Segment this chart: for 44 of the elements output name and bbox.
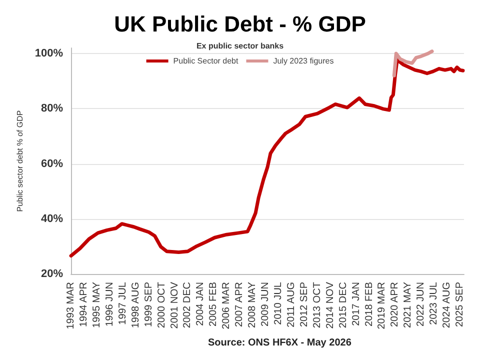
x-tick-label: 2002 DEC xyxy=(182,282,194,328)
x-tick-label: 2001 NOV xyxy=(169,282,180,329)
x-tick-label: 1994 APR xyxy=(78,282,90,328)
legend-label: Public Sector debt xyxy=(173,56,239,66)
x-tick-label: 2020 APR xyxy=(390,282,401,328)
y-tick-label: 60% xyxy=(41,158,64,170)
y-tick-label: 40% xyxy=(41,212,64,225)
x-tick-label: 2019 MAR xyxy=(376,282,388,330)
chart-subtitle: Ex public sector banks xyxy=(196,42,284,50)
x-tick-label: 2015 DEC xyxy=(338,282,349,328)
x-tick-label: 2006 MAR xyxy=(221,282,232,330)
legend-label: July 2023 figures xyxy=(273,56,334,66)
source-note: Source: ONS HF6X - May 2026 xyxy=(208,338,352,348)
x-tick-label: 2018 FEB xyxy=(364,282,375,326)
x-tick-label: 2014 NOV xyxy=(324,282,336,329)
y-axis-title: Public sector debt % of GDP xyxy=(16,110,24,212)
x-tick-label: 1993 MAR xyxy=(66,282,77,330)
chart-title: UK Public Debt - % GDP xyxy=(114,12,366,36)
x-tick-label: 2023 JUL xyxy=(428,282,440,325)
x-tick-label: 2024 AUG xyxy=(442,282,453,328)
x-tick-label: 2005 FEB xyxy=(208,282,220,326)
x-tick-label: 1996 JUN xyxy=(104,282,116,326)
y-tick-label: 80% xyxy=(41,102,64,115)
x-tick-label: 2017 JAN xyxy=(350,282,362,326)
x-tick-label: 2010 JUL xyxy=(272,282,284,325)
x-tick-label: 2008 MAY xyxy=(247,282,258,328)
x-tick-label: 2021 MAY xyxy=(402,282,414,328)
line-series xyxy=(69,58,465,258)
x-tick-label: 2004 JAN xyxy=(195,282,206,326)
x-tick-label: 1995 MAY xyxy=(91,282,102,328)
x-tick-label: 2009 JUN xyxy=(260,282,272,326)
x-tick-label: 1998 AUG xyxy=(130,282,142,328)
x-tick-label: 2011 AUG xyxy=(286,282,297,328)
x-tick-label: 2025 SEP xyxy=(454,282,466,328)
y-tick-label: 20% xyxy=(41,268,64,280)
x-tick-label: 2022 JUN xyxy=(416,282,427,326)
x-tick-label: 2000 OCT xyxy=(156,282,168,328)
x-tick-label: 1999 SEP xyxy=(143,282,154,328)
x-tick-label: 2013 OCT xyxy=(312,282,323,328)
y-tick-label: 100% xyxy=(34,48,64,60)
x-tick-label: 2007 APR xyxy=(234,282,246,328)
x-tick-label: 1997 JUL xyxy=(117,282,128,325)
line-series xyxy=(392,50,434,78)
x-tick-label: 2012 SEP xyxy=(298,282,310,328)
